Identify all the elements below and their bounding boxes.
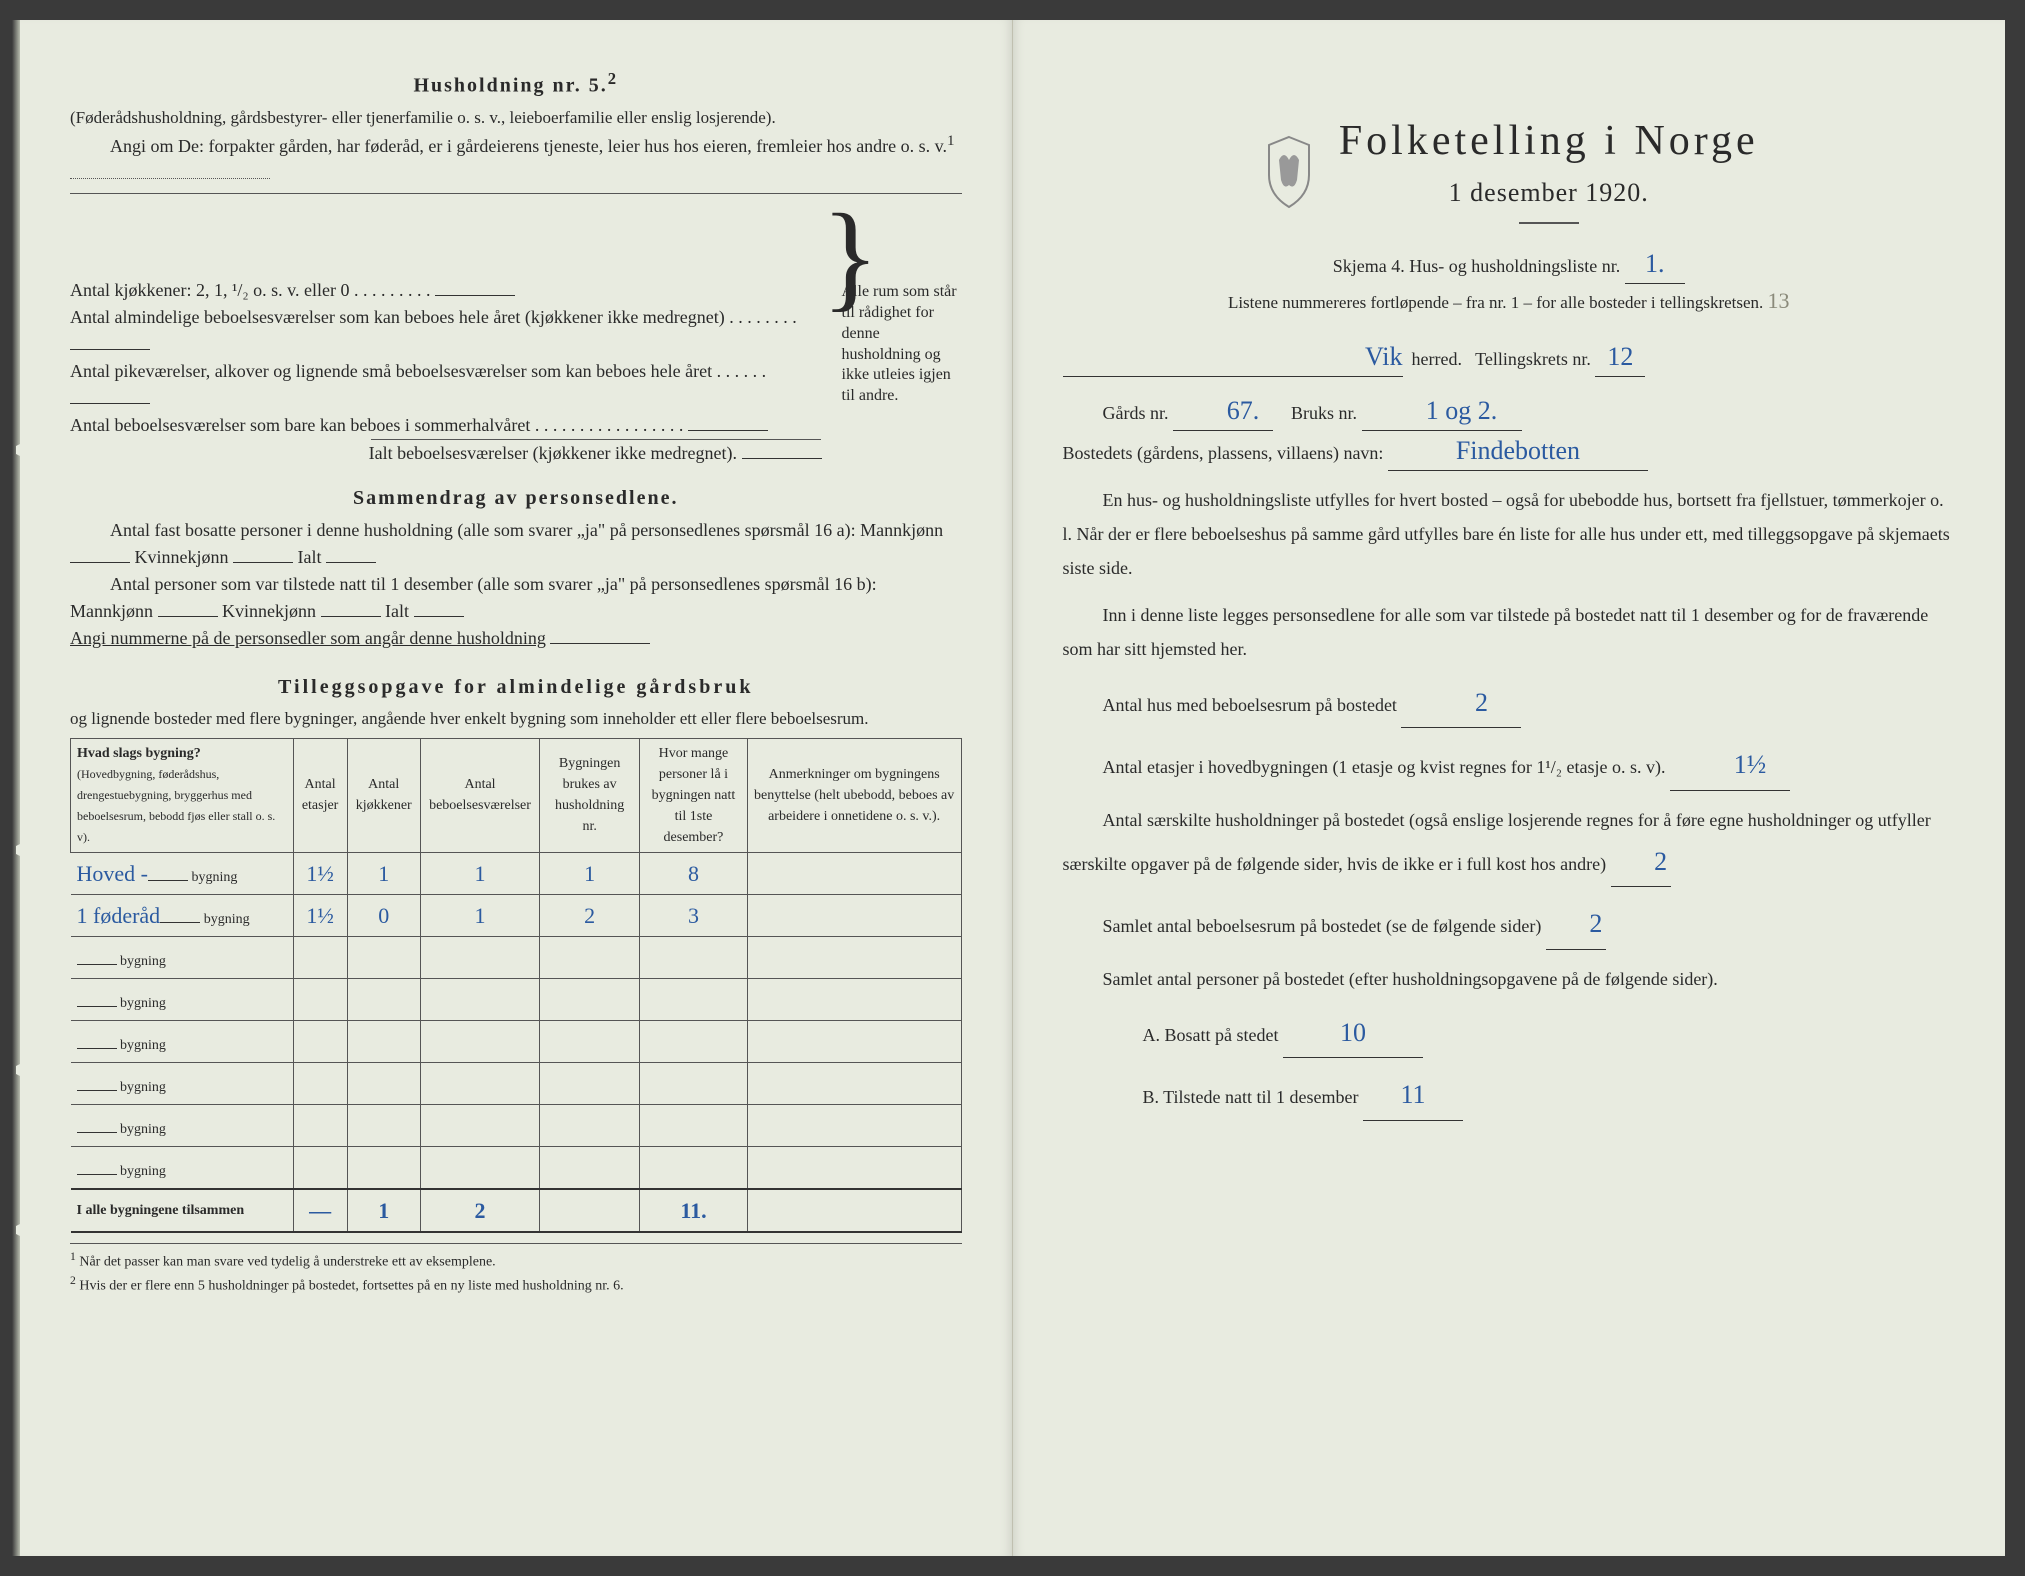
rooms-s: Antal beboelsesværelser som bare kan beb…	[70, 412, 822, 439]
table-row: bygning	[71, 1104, 962, 1146]
sum-l2: Antal personer som var tilstede natt til…	[70, 571, 962, 625]
h5-q1: Angi om De: forpakter gården, har føderå…	[70, 130, 962, 187]
bosted-line: Bostedets (gårdens, plassens, villaens) …	[1063, 431, 1956, 471]
skjema-line: Skjema 4. Hus- og husholdningsliste nr. …	[1063, 244, 1956, 284]
list-note: Listene nummereres fortløpende – fra nr.…	[1063, 284, 1956, 317]
tillegg-sub: og lignende bosteder med flere bygninger…	[70, 706, 962, 732]
sum-title: Sammendrag av personsedlene.	[70, 483, 962, 513]
table-row: bygning	[71, 1146, 962, 1189]
q3: Antal særskilte husholdninger på bostede…	[1063, 803, 1956, 888]
herred-line: Vik herred. Tellingskrets nr. 12	[1063, 337, 1956, 377]
qA: A. Bosatt på stedet 10	[1143, 1008, 1956, 1058]
tillegg-title: Tilleggsopgave for almindelige gårdsbruk	[70, 672, 962, 702]
sum-l3: Angi nummerne på de personsedler som ang…	[70, 625, 962, 652]
table-row: bygning	[71, 1020, 962, 1062]
footnotes: 1 Når det passer kan man svare ved tydel…	[70, 1243, 962, 1297]
main-title: Folketelling i Norge	[1339, 110, 1759, 173]
brace-text: Alle rum som står til rådighet for denne…	[842, 282, 962, 407]
table-row: bygning	[71, 1062, 962, 1104]
left-page: Husholdning nr. 5.2 (Føderådshusholdning…	[20, 20, 1013, 1556]
rooms-a: Antal almindelige beboelsesværelser som …	[70, 304, 822, 358]
q1: Antal hus med beboelsesrum på bostedet 2	[1063, 678, 1956, 728]
gard-line: Gårds nr. 67. Bruks nr. 1 og 2.	[1063, 391, 1956, 431]
qB: B. Tilstede natt til 1 desember 11	[1143, 1070, 1956, 1120]
rooms-p: Antal pikeværelser, alkover og lignende …	[70, 358, 822, 412]
building-table: Hvad slags bygning?(Hovedbygning, føderå…	[70, 738, 962, 1233]
h5-note: (Føderådshusholdning, gårdsbestyrer- ell…	[70, 105, 962, 131]
sum-l1: Antal fast bosatte personer i denne hush…	[70, 517, 962, 571]
right-page: Folketelling i Norge 1 desember 1920. Sk…	[1013, 20, 2006, 1556]
rooms-total: Ialt beboelsesværelser (kjøkkener ikke m…	[70, 440, 822, 467]
q5: Samlet antal personer på bostedet (efter…	[1063, 962, 1956, 996]
h5-title: Husholdning nr. 5.2	[70, 66, 962, 101]
intro2: Inn i denne liste legges personsedlene f…	[1063, 598, 1956, 666]
subtitle: 1 desember 1920.	[1339, 173, 1759, 212]
table-row: 1 føderåd bygning1½0123	[71, 894, 962, 936]
q4: Samlet antal beboelsesrum på bostedet (s…	[1063, 899, 1956, 949]
intro1: En hus- og husholdningsliste utfylles fo…	[1063, 483, 1956, 586]
table-row: bygning	[71, 978, 962, 1020]
table-row: bygning	[71, 936, 962, 978]
document-spread: Husholdning nr. 5.2 (Føderådshusholdning…	[20, 20, 2005, 1556]
crest-icon	[1259, 135, 1319, 210]
table-row: Hoved - bygning1½1118	[71, 852, 962, 894]
q2: Antal etasjer i hovedbygningen (1 etasje…	[1063, 740, 1956, 790]
rooms-k: Antal kjøkkener: 2, 1, ¹/₂ o. s. v. elle…	[70, 277, 822, 304]
rooms-block: Antal kjøkkener: 2, 1, ¹/₂ o. s. v. elle…	[70, 202, 962, 467]
